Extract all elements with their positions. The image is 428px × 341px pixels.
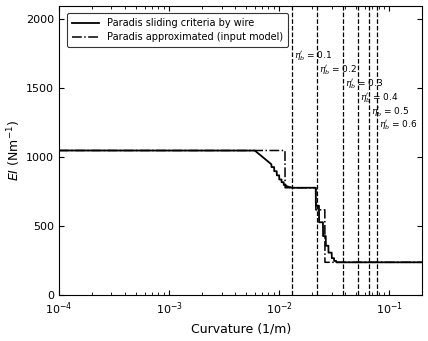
- Paradis sliding criteria by wire: [56, 148, 62, 152]
- Paradis approximated (input model): [326, 260, 331, 264]
- Paradis sliding criteria by wire: [188, 148, 193, 152]
- Paradis sliding criteria by wire: [326, 251, 331, 255]
- Paradis sliding criteria by wire: [271, 165, 276, 169]
- Paradis approximated (input model): [345, 260, 351, 264]
- Line: Paradis approximated (input model): Paradis approximated (input model): [59, 150, 422, 262]
- Legend: Paradis sliding criteria by wire, Paradis approximated (input model): Paradis sliding criteria by wire, Paradi…: [68, 13, 288, 47]
- Paradis approximated (input model): [271, 148, 276, 152]
- Text: $\eta_b^{\prime}$ = 0.6: $\eta_b^{\prime}$ = 0.6: [379, 119, 418, 132]
- Paradis approximated (input model): [188, 148, 193, 152]
- Paradis sliding criteria by wire: [345, 260, 351, 264]
- Text: $\eta_b^{\prime}$ = 0.1: $\eta_b^{\prime}$ = 0.1: [294, 50, 332, 63]
- Text: $\eta_b^{\prime}$ = 0.2: $\eta_b^{\prime}$ = 0.2: [319, 64, 357, 77]
- Paradis approximated (input model): [74, 148, 80, 152]
- Paradis sliding criteria by wire: [420, 260, 425, 264]
- Line: Paradis sliding criteria by wire: Paradis sliding criteria by wire: [59, 150, 422, 262]
- Paradis approximated (input model): [56, 148, 62, 152]
- Text: $\eta_b^{\prime}$ = 0.5: $\eta_b^{\prime}$ = 0.5: [371, 105, 409, 119]
- X-axis label: Curvature (1/m): Curvature (1/m): [190, 323, 291, 336]
- Paradis approximated (input model): [420, 260, 425, 264]
- Y-axis label: $EI$ (Nm$^{-1}$): $EI$ (Nm$^{-1}$): [6, 120, 23, 181]
- Text: $\eta_b^{\prime}$ = 0.3: $\eta_b^{\prime}$ = 0.3: [345, 77, 383, 91]
- Text: $\eta_b^{\prime}$ = 0.4: $\eta_b^{\prime}$ = 0.4: [360, 91, 398, 105]
- Paradis sliding criteria by wire: [74, 148, 80, 152]
- Paradis approximated (input model): [287, 186, 292, 190]
- Paradis approximated (input model): [322, 260, 327, 264]
- Paradis sliding criteria by wire: [334, 260, 339, 264]
- Paradis sliding criteria by wire: [287, 185, 292, 189]
